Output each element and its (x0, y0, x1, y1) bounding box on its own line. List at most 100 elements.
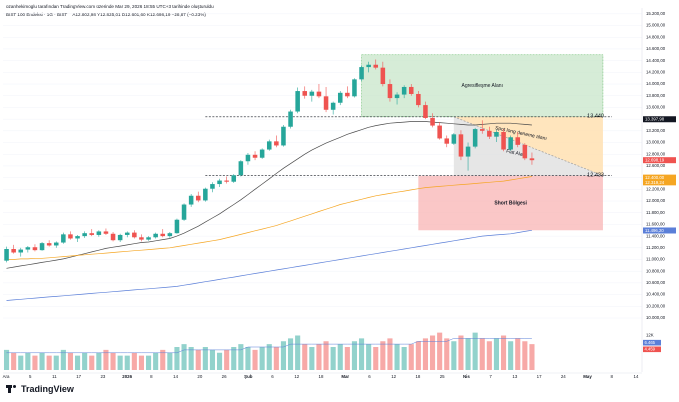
candle (46, 243, 52, 246)
volume-bar (337, 344, 343, 370)
candle (75, 236, 80, 239)
y-tick-label: 14.800,00 (646, 34, 666, 39)
candle (309, 91, 315, 96)
candle (217, 180, 222, 185)
x-tick-label: 6 (271, 374, 274, 379)
volume-bar (266, 344, 272, 370)
candle (32, 247, 38, 251)
y-tick-label: 10.800,00 (646, 268, 666, 273)
y-tick-label: 14.000,00 (646, 81, 666, 86)
x-tick-label: Mar (341, 374, 349, 379)
candle (373, 64, 379, 68)
volume-bar (46, 355, 52, 370)
volume-bar (373, 347, 379, 370)
volume-bar (82, 352, 88, 370)
price-badge-label: 12.400,00 (645, 175, 665, 180)
candle (89, 233, 95, 235)
x-tick-label: 8 (611, 374, 614, 379)
zone-3 (418, 175, 603, 231)
candle (444, 138, 450, 144)
x-tick-label: 11 (52, 374, 57, 379)
candle (465, 146, 471, 157)
candle (39, 243, 45, 251)
tradingview-logo: TradingView (6, 384, 74, 394)
candle (11, 248, 16, 253)
candle (245, 154, 251, 162)
y-tick-label: 15.000,00 (646, 23, 666, 28)
volume-bar (3, 349, 10, 370)
volume-bar (74, 355, 81, 370)
volume-bar (309, 347, 315, 370)
volume-bar (366, 344, 372, 370)
zone-spot-long (453, 116, 603, 176)
y-tick-label: 12.200,00 (646, 186, 666, 191)
candle (295, 91, 300, 112)
candle (522, 144, 528, 159)
ma-line-ma20 (6, 121, 532, 269)
x-tick-label: 2026 (122, 374, 132, 379)
y-tick-label: 10.600,00 (646, 280, 666, 285)
volume-badge-label: 6.465 (645, 340, 656, 345)
volume-bar (486, 341, 492, 370)
candle (167, 233, 173, 237)
y-tick-label: 13.200,00 (646, 128, 666, 133)
tradingview-logo-icon (6, 385, 18, 393)
price-badge-label: 12.319,24 (645, 180, 665, 185)
volume-bar (465, 338, 471, 370)
volume-bar (25, 352, 31, 370)
candle (153, 233, 158, 238)
x-tick-label: 25 (440, 374, 445, 379)
x-tick-label: 12 (391, 374, 396, 379)
symbol-name: BIST 100 Endeksi · 1G · BIST (6, 12, 68, 17)
x-tick-label: 6 (368, 374, 371, 379)
volume-bar (245, 347, 251, 370)
x-tick-label: 18 (319, 374, 324, 379)
volume-bar (11, 352, 17, 370)
candle (82, 233, 87, 237)
x-tick-label: 7 (489, 374, 492, 379)
volume-bar (344, 347, 350, 370)
volume-bar (529, 344, 535, 370)
candle (458, 134, 464, 157)
volume-bar (422, 338, 429, 370)
price-badge-label: 11.496,20 (645, 228, 664, 233)
volume-bar (380, 341, 386, 370)
volume-bar (117, 355, 123, 370)
volume-bar (351, 341, 358, 370)
candle (96, 231, 102, 235)
volume-bar (39, 352, 45, 370)
x-tick-label: 17 (537, 374, 542, 379)
x-tick-label: 13 (512, 374, 517, 379)
y-tick-label: 10.000,00 (646, 315, 666, 320)
candle (323, 96, 329, 110)
tradingview-logo-text: TradingView (21, 384, 74, 394)
volume-bar (252, 349, 258, 370)
volume-bar (124, 355, 130, 370)
candle (203, 188, 208, 201)
volume-bar (273, 347, 279, 370)
candle (380, 67, 386, 85)
ma-line-ma200 (6, 229, 532, 301)
volume-badge (643, 346, 661, 353)
candle (387, 84, 393, 99)
zone-label: Fiat Alanı (506, 149, 528, 159)
level-label: 12.433 (587, 173, 604, 179)
price-badge (643, 179, 676, 186)
candle (288, 111, 293, 127)
volume-bar (53, 355, 59, 370)
candle (139, 237, 144, 240)
volume-bar (96, 352, 102, 370)
volume-bar (415, 341, 421, 370)
y-tick-label: 11.800,00 (646, 210, 665, 215)
candle (259, 149, 265, 158)
volume-bar (458, 335, 464, 370)
volume-bar (401, 347, 407, 370)
candle (53, 242, 59, 246)
candle (252, 154, 258, 158)
x-tick-label: 26 (222, 374, 227, 379)
x-tick-label: 17 (76, 374, 81, 379)
volume-bar (493, 338, 500, 370)
price-badge (643, 116, 676, 123)
candle (210, 184, 215, 189)
